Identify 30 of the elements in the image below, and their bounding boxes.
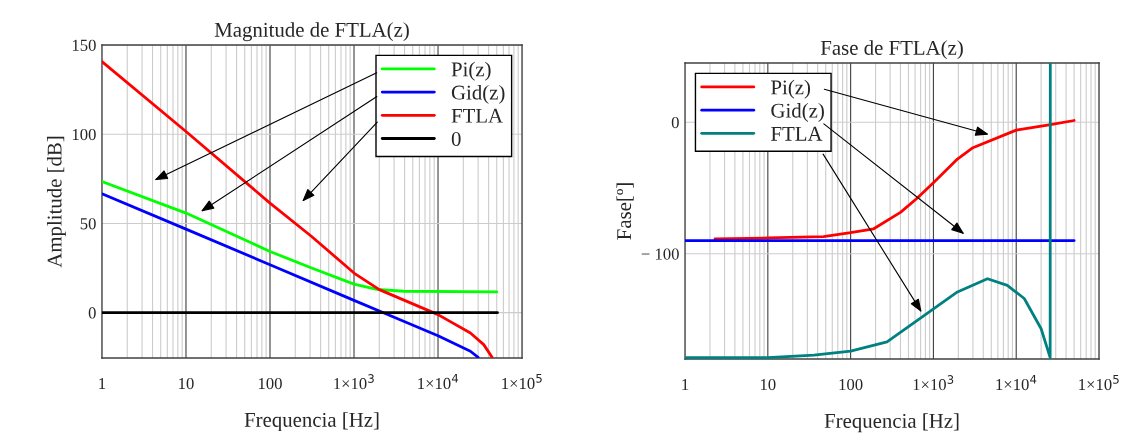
- legend-label: 0: [451, 131, 461, 146]
- x-axis-title: Frequencia [Hz]: [244, 412, 379, 432]
- legend-label: FTLA: [771, 126, 823, 141]
- y-axis-title: Fase[º]: [616, 183, 634, 240]
- y-axis-title: Amplitude [dB]: [46, 136, 66, 268]
- chart-title: Magnitude de FTLA(z): [214, 22, 409, 42]
- legend-label: Gid(z): [451, 84, 505, 104]
- x-tick-label: 10: [760, 378, 776, 391]
- x-axis-title: Frequencia [Hz]: [824, 413, 959, 433]
- legend-label: Pi(z): [771, 79, 811, 99]
- legend-label: Gid(z): [771, 102, 824, 122]
- y-tick-label: 50: [80, 218, 96, 230]
- x-tick-label: 10: [179, 377, 194, 390]
- legend-label: FTLA: [451, 108, 503, 123]
- x-tick-label: 1×10$^{5}$: [502, 374, 542, 390]
- legend-label: Pi(z): [451, 61, 491, 81]
- y-tick-label: − 100: [641, 248, 679, 260]
- x-tick-label: 1×10$^{5}$: [1079, 375, 1119, 391]
- y-tick-label: 0: [88, 307, 96, 319]
- x-tick-label: 100: [839, 378, 863, 391]
- x-tick-label: 1: [99, 378, 106, 390]
- y-tick-label: 100: [72, 128, 96, 141]
- x-tick-label: 1×10$^{4}$: [418, 374, 459, 390]
- x-tick-label: 100: [258, 377, 282, 390]
- x-tick-label: 1×10$^{4}$: [996, 375, 1037, 391]
- chart-title: Fase de FTLA(z): [820, 40, 963, 60]
- x-tick-label: 1×10$^{3}$: [334, 374, 374, 390]
- x-tick-label: 1×10$^{3}$: [913, 375, 954, 391]
- y-tick-label: 150: [72, 39, 96, 51]
- x-tick-label: 1: [682, 379, 689, 391]
